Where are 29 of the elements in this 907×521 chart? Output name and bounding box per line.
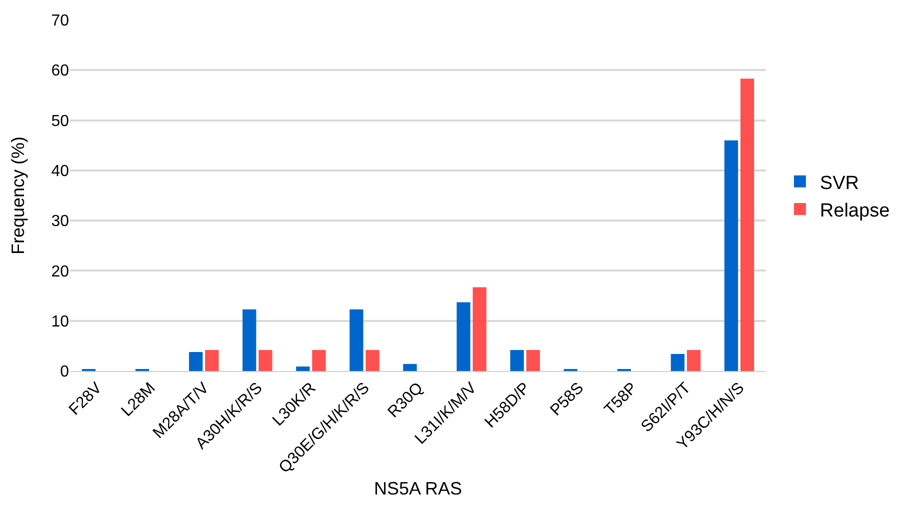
x-axis-title: NS5A RAS [374,478,462,499]
y-tick-label: 40 [51,163,70,180]
bar [686,350,701,371]
y-tick-label: 70 [51,12,70,30]
bar [188,352,203,371]
bar [510,350,524,371]
bar [296,366,310,371]
bar [526,350,540,371]
y-tick-label: 60 [51,62,70,80]
bar [366,350,380,371]
bar [456,302,470,371]
bar [670,354,684,371]
bar [724,140,738,371]
bar [740,78,754,371]
bar [312,350,326,371]
y-tick-label: 0 [60,364,70,381]
bar [205,350,219,371]
y-tick-label: 30 [51,213,70,230]
y-axis-title: Frequency (%) [8,136,28,255]
bar [403,364,417,371]
bar [242,309,256,371]
legend-label: SVR [820,172,859,194]
y-tick-label: 50 [51,112,70,130]
bar [350,309,364,371]
legend-label: Relapse [820,200,890,222]
y-tick-label: 20 [51,263,70,280]
y-tick-label: 10 [51,313,70,330]
bar [258,350,272,371]
bar [472,287,486,371]
